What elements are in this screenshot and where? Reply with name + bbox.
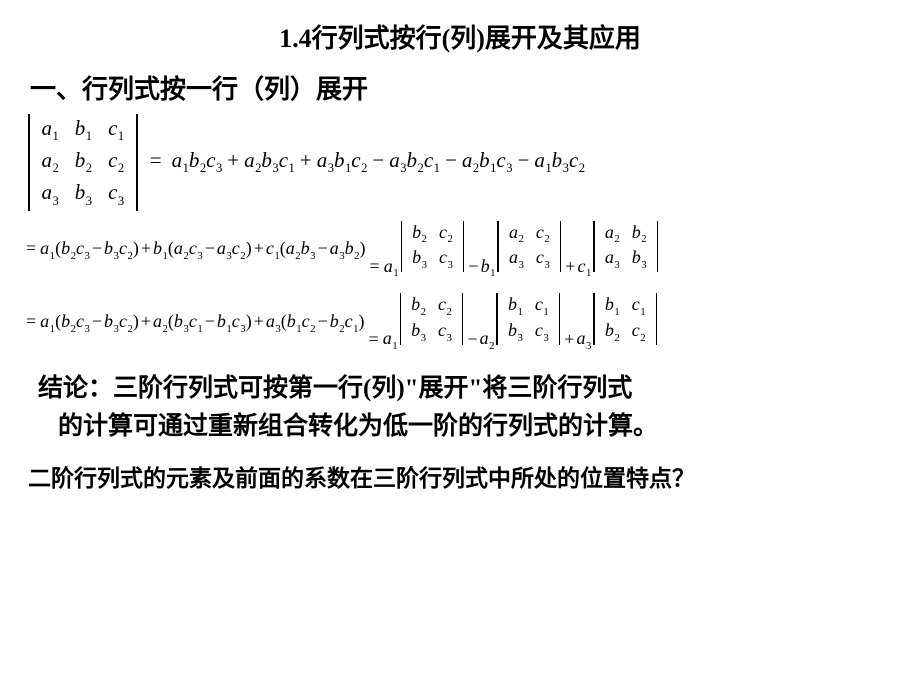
conclusion-line-1: 结论：三阶行列式可按第一行(列)"展开"将三阶行列式 bbox=[38, 370, 882, 408]
question-text: 二阶行列式的元素及前面的系数在三阶行列式中所处的位置特点？ bbox=[20, 459, 900, 493]
equation-row-3: =a1(b2c3−b3c2)+a2(b3c1−b1c3)+a3(b1c2−b2c… bbox=[20, 293, 900, 352]
conclusion-text: 结论：三阶行列式可按第一行(列)"展开"将三阶行列式 的计算可通过重新组合转化为… bbox=[20, 366, 900, 459]
equation-row-2: =a1(b2c3−b3c2)+b1(a2c3−a3c2)+c1(a2b3−a3b… bbox=[20, 221, 900, 280]
conclusion-line-2: 的计算可通过重新组合转化为低一阶的行列式的计算。 bbox=[38, 408, 882, 446]
equation-row-1: a1b1c1a2b2c2a3b3c3 =a1b2c3+a2b3c1+a3b1c2… bbox=[20, 114, 900, 211]
section-heading: 一、行列式按一行（列）展开 bbox=[20, 69, 900, 106]
page-title: 1.4行列式按行(列)展开及其应用 bbox=[20, 18, 900, 55]
